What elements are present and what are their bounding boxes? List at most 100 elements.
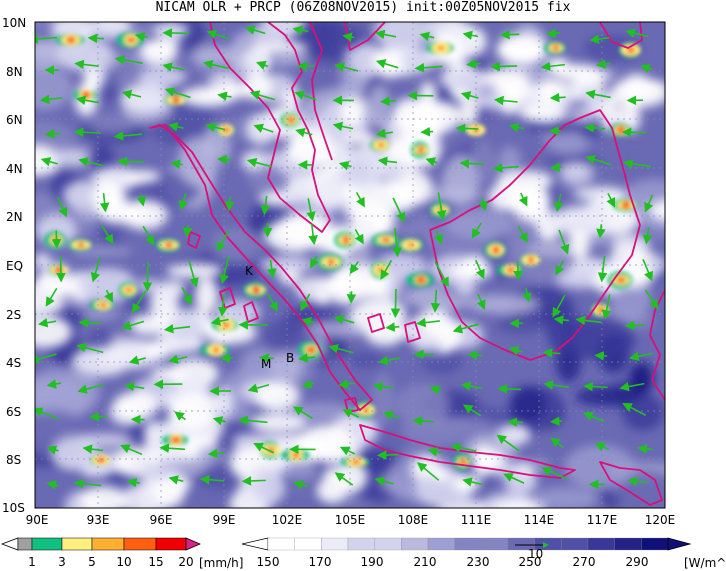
lat-tick-label: 6S <box>6 405 21 419</box>
island-4 <box>404 321 421 343</box>
wind-vector <box>427 447 443 457</box>
cloud-blob <box>251 24 285 45</box>
station-label-k: K <box>245 264 254 278</box>
wind-vector <box>642 258 653 282</box>
wind-vector <box>623 159 652 169</box>
wind-vector <box>419 31 435 42</box>
wind-vector <box>583 381 608 392</box>
cloud-blob <box>344 152 371 180</box>
precip-core <box>380 143 384 147</box>
wind-vector <box>128 355 146 365</box>
wind-vector <box>594 442 610 452</box>
cloud-blob <box>330 266 359 304</box>
cloud-blob <box>79 486 127 508</box>
wind-vector <box>328 344 354 354</box>
wind-vector <box>452 323 479 334</box>
lon-tick-label: 117E <box>587 513 618 527</box>
vector-reference: 10 <box>515 542 549 561</box>
wind-vector <box>46 480 59 490</box>
cloud-blob <box>421 308 451 337</box>
olr-cb-cell <box>587 537 615 551</box>
wind-vector <box>134 32 148 42</box>
wind-vector <box>249 90 276 101</box>
olr-blob <box>510 385 546 423</box>
island-1 <box>187 231 201 249</box>
wind-vector <box>217 91 232 101</box>
wind-vector <box>476 293 486 311</box>
cloud-blob <box>121 83 171 113</box>
olr-cb-unit: [W/m^2] <box>684 556 726 570</box>
olr-cb-label: 150 <box>257 555 280 569</box>
olr-blob <box>628 361 654 396</box>
wind-vector <box>625 28 649 38</box>
cloud-blob <box>349 203 394 241</box>
island-3 <box>243 301 259 323</box>
cloud-blob <box>252 467 286 505</box>
wind-vector <box>508 122 525 133</box>
cloud-blob <box>562 163 589 180</box>
olr-cb-cell <box>427 537 455 551</box>
precip-core <box>225 128 229 132</box>
cloud-blob <box>576 106 601 119</box>
wind-vector <box>73 127 101 138</box>
wind-vector <box>467 350 483 360</box>
station-labels: K M B <box>245 264 294 371</box>
wind-vector <box>500 29 520 40</box>
olr-cb-label: 290 <box>626 555 649 569</box>
lon-tick-label: 105E <box>335 513 366 527</box>
wind-vector <box>293 480 309 490</box>
wind-vector <box>131 290 147 314</box>
wind-vector <box>219 255 230 285</box>
cloud-blob <box>245 114 276 145</box>
wind-vector <box>375 128 393 139</box>
precip-cb-label: 3 <box>58 555 66 569</box>
precip-core <box>552 45 560 51</box>
wind-vector <box>334 472 354 486</box>
cloud-blob <box>458 94 479 128</box>
coast-java <box>359 424 576 479</box>
wind-vector <box>142 262 153 292</box>
cloud-blob <box>214 386 234 419</box>
lat-tick-label: 4N <box>6 162 23 176</box>
cloud-blob <box>421 22 446 30</box>
olr-blob <box>564 444 636 490</box>
cloud-blob <box>35 315 72 349</box>
wind-vector <box>253 123 274 133</box>
wind-vector <box>212 416 227 426</box>
precip-core <box>362 407 370 413</box>
wind-vector <box>582 411 605 423</box>
precip-cb-cell <box>0 537 19 551</box>
olr-cb-cell <box>641 537 669 551</box>
cloud-blob <box>609 79 665 108</box>
wind-vector <box>542 348 561 358</box>
cloud-blob <box>138 66 187 88</box>
wind-vector <box>46 445 59 455</box>
wind-vector <box>496 434 520 452</box>
olr-cb-cell <box>667 537 692 551</box>
wind-vector <box>644 289 659 310</box>
precip-colorbar: 1 3 5 10 15 20 [mm/h] <box>0 537 243 570</box>
wind-vector <box>642 227 653 245</box>
lon-tick-label: 102E <box>272 513 303 527</box>
precip-cb-label: 10 <box>116 555 131 569</box>
wind-vector <box>253 442 275 454</box>
precip-core <box>80 243 84 247</box>
wind-vector <box>575 315 602 326</box>
lon-tick-label: 111E <box>461 513 492 527</box>
precip-core <box>255 288 259 292</box>
wind-vector <box>332 121 354 132</box>
olr-blob <box>495 314 543 335</box>
wind-vector <box>163 323 191 334</box>
wind-vector <box>259 353 274 363</box>
wind-vector <box>392 197 406 223</box>
wind-vector <box>558 229 570 255</box>
olr-cb-label: 210 <box>414 555 437 569</box>
precip-core <box>54 266 64 274</box>
wind-vector <box>460 91 479 101</box>
coast-gulf <box>309 22 333 161</box>
wind-vector <box>121 320 145 331</box>
precip-cb-cell <box>155 537 187 551</box>
wind-vector <box>385 322 400 332</box>
lat-axis: 10N 8N 6N 4N 2N EQ 2S 4S 6S 8S 10S <box>2 16 26 515</box>
wind-vector <box>126 477 140 488</box>
